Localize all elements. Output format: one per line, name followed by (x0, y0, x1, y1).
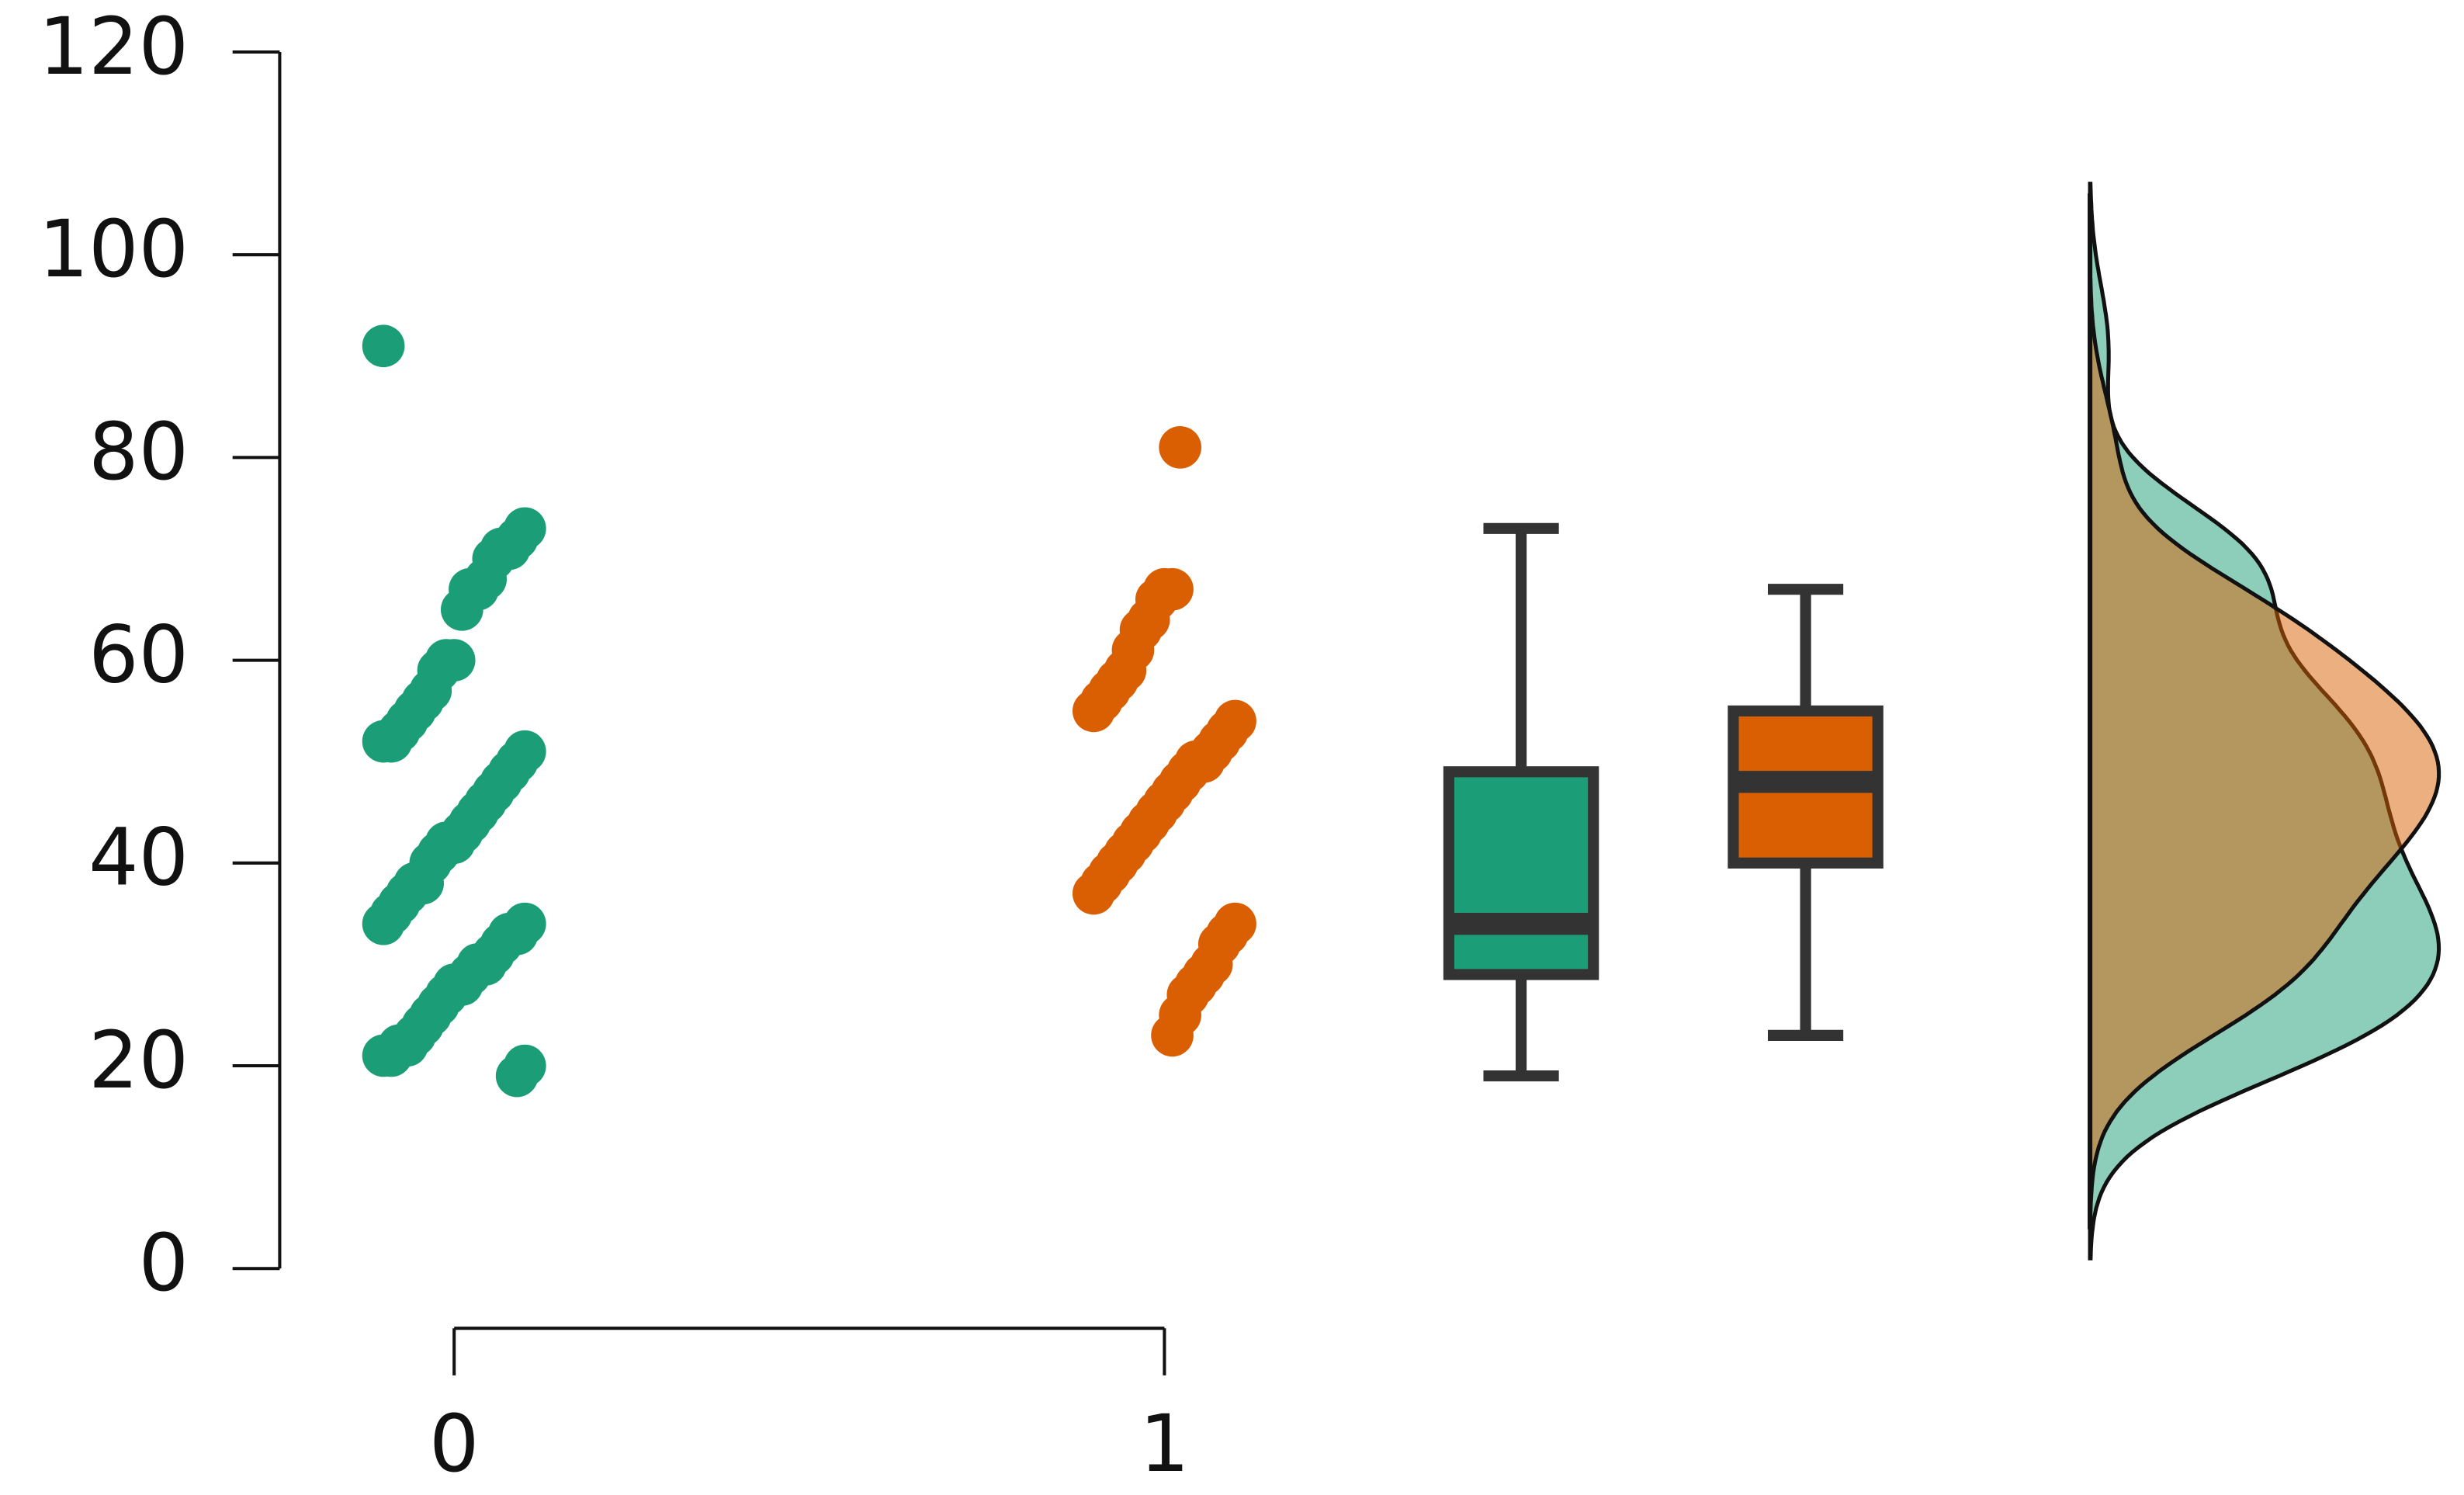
density (2088, 278, 2441, 1215)
point (362, 902, 405, 945)
y-tick-label: 20 (88, 1015, 189, 1106)
point (362, 324, 405, 368)
point (1072, 872, 1115, 915)
point (1159, 426, 1202, 469)
y-tick-label: 100 (39, 203, 189, 295)
box (1443, 766, 1599, 980)
point (362, 1034, 405, 1077)
point (440, 588, 483, 631)
point (495, 1054, 539, 1098)
point (362, 720, 405, 763)
x-tick-label: 0 (429, 1398, 479, 1490)
x-tick-label: 1 (1139, 1398, 1189, 1490)
y-tick-label: 120 (39, 1, 189, 92)
point (1072, 689, 1115, 733)
y-tick-label: 40 (88, 812, 189, 904)
point (1151, 1014, 1194, 1057)
y-tick-label: 60 (88, 609, 189, 700)
y-tick-label: 0 (139, 1217, 189, 1309)
y-tick-label: 80 (88, 406, 189, 498)
